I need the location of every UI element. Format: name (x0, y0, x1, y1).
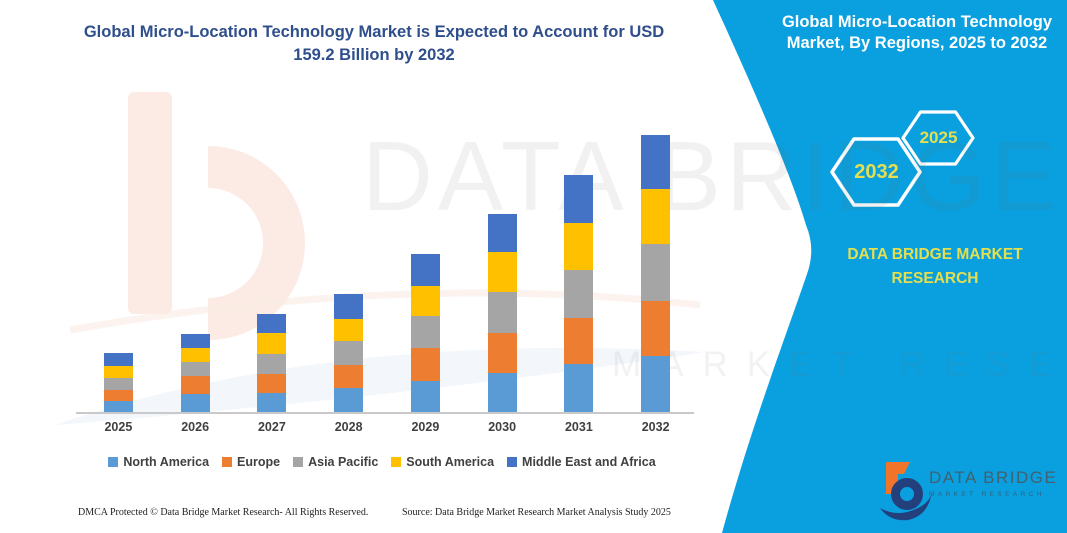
logo-watermark-b (55, 92, 705, 425)
chart-legend: North America Europe Asia Pacific South Ame… (70, 455, 694, 469)
bar-segment-europe-2029 (410, 347, 440, 381)
legend-swatch-icon (391, 457, 402, 467)
bar-segment-north-america-2030 (487, 372, 517, 412)
data-bridge-logo-text: DATA BRIDGE MARKET RESEARCH (929, 468, 1057, 498)
bar-segment-north-america-2025 (103, 400, 133, 412)
logo-name: DATA BRIDGE (929, 468, 1058, 487)
bar-segment-europe-2026 (180, 376, 210, 395)
bar-segment-middle-east-and-africa-2028 (334, 293, 364, 319)
bar-segment-middle-east-and-africa-2031 (564, 174, 594, 223)
bar-segment-south-america-2031 (564, 222, 594, 270)
x-axis-label-2028: 2028 (334, 420, 363, 434)
stacked-bar-chart (80, 80, 694, 412)
bar-segment-asia-pacific-2029 (410, 316, 440, 348)
x-axis-label-2032: 2032 (641, 420, 670, 434)
hexagon-2025-label: 2025 (919, 128, 958, 147)
legend-item-asia-pacific: Asia Pacific (293, 455, 378, 469)
legend-label: North America (123, 455, 210, 469)
chart-title: Global Micro-Location Technology Market … (60, 21, 688, 68)
bar-segment-south-america-2030 (487, 252, 517, 293)
x-axis-label-2027: 2027 (257, 420, 286, 434)
bar-segment-south-america-2029 (410, 285, 440, 317)
legend-item-north-america: North America (108, 455, 209, 469)
bar-segment-north-america-2028 (334, 387, 364, 412)
bar-segment-south-america-2027 (257, 332, 287, 354)
bar-segment-asia-pacific-2031 (564, 269, 594, 318)
bar-2025 (80, 80, 157, 412)
side-panel-shape (713, 0, 1067, 533)
chart-title-line2: 159.2 Billion by 2032 (293, 46, 455, 65)
data-bridge-logo-icon (880, 462, 932, 521)
legend-item-south-america: South America (391, 455, 494, 469)
bar-segment-europe-2030 (487, 332, 517, 373)
legend-swatch-icon (222, 457, 233, 467)
legend-swatch-icon (507, 457, 518, 467)
bar-segment-south-america-2028 (334, 318, 364, 342)
bar-segment-south-america-2032 (641, 189, 671, 245)
bar-segment-middle-east-and-africa-2027 (257, 313, 287, 333)
bar-segment-middle-east-and-africa-2029 (410, 253, 440, 286)
bar-segment-europe-2032 (641, 301, 671, 357)
bar-segment-middle-east-and-africa-2030 (487, 214, 517, 253)
bar-2031 (541, 80, 618, 412)
bar-segment-europe-2027 (257, 374, 287, 394)
legend-swatch-icon (108, 457, 119, 467)
legend-item-europe: Europe (222, 455, 280, 469)
bar-segment-north-america-2032 (641, 356, 671, 412)
bar-segment-south-america-2025 (103, 365, 133, 379)
side-panel-title-line2: Market, By Regions, 2025 to 2032 (786, 33, 1048, 52)
bar-segment-north-america-2029 (410, 381, 440, 412)
x-axis-label-2025: 2025 (104, 420, 133, 434)
bar-segment-asia-pacific-2028 (334, 341, 364, 365)
hexagon-2032-icon (830, 137, 922, 207)
bar-2027 (234, 80, 311, 412)
bar-segment-europe-2025 (103, 389, 133, 401)
legend-label: Middle East and Africa (522, 455, 656, 469)
bar-2026 (157, 80, 234, 412)
bar-2030 (464, 80, 541, 412)
watermark-data-bridge: DATA BRIDGE (362, 121, 1062, 231)
x-axis-line (76, 412, 694, 414)
side-panel-title: Global Micro-Location Technology Market,… (773, 12, 1061, 53)
x-axis-label-2026: 2026 (181, 420, 210, 434)
legend-label: South America (406, 455, 495, 469)
hexagon-2032-label: 2032 (854, 161, 899, 183)
bar-segment-middle-east-and-africa-2025 (103, 352, 133, 366)
x-axis-labels: 2025 2026 2027 2028 2029 2030 2031 2032 (80, 420, 694, 434)
source-note: Source: Data Bridge Market Research Mark… (402, 507, 671, 518)
chart-title-line1: Global Micro-Location Technology Market … (83, 23, 665, 41)
bar-segment-north-america-2031 (564, 364, 594, 412)
bar-segment-asia-pacific-2025 (103, 378, 133, 390)
bar-segment-middle-east-and-africa-2032 (641, 134, 671, 190)
x-axis-label-2031: 2031 (564, 420, 593, 434)
dmca-notice: DMCA Protected © Data Bridge Market Rese… (78, 507, 369, 518)
bar-segment-europe-2028 (334, 364, 364, 388)
logo-subtitle: MARKET RESEARCH (929, 491, 1045, 498)
legend-label: Europe (237, 455, 281, 469)
bar-segment-asia-pacific-2026 (180, 361, 210, 377)
bar-2028 (310, 80, 387, 412)
bar-segment-asia-pacific-2027 (257, 353, 287, 375)
legend-label: Asia Pacific (308, 455, 379, 469)
x-axis-label-2029: 2029 (411, 420, 440, 434)
bar-segment-middle-east-and-africa-2026 (180, 333, 210, 348)
bar-segment-europe-2031 (564, 317, 594, 365)
bar-2029 (387, 80, 464, 412)
bar-2032 (617, 80, 694, 412)
bar-segment-north-america-2027 (257, 393, 287, 412)
bar-segment-asia-pacific-2030 (487, 292, 517, 333)
x-axis-label-2030: 2030 (488, 420, 517, 434)
watermark-market-research: MARKET RESEARCH (612, 345, 1067, 384)
bar-segment-north-america-2026 (180, 394, 210, 412)
legend-swatch-icon (293, 457, 304, 467)
side-panel-title-line1: Global Micro-Location Technology (781, 13, 1053, 31)
legend-item-middle-east-and-africa: Middle East and Africa (507, 455, 656, 469)
hexagon-2025-icon (901, 110, 975, 166)
brand-wordmark: DATA BRIDGE MARKET RESEARCH (847, 246, 1023, 288)
bar-segment-asia-pacific-2032 (641, 244, 671, 302)
bar-segment-south-america-2026 (180, 347, 210, 362)
